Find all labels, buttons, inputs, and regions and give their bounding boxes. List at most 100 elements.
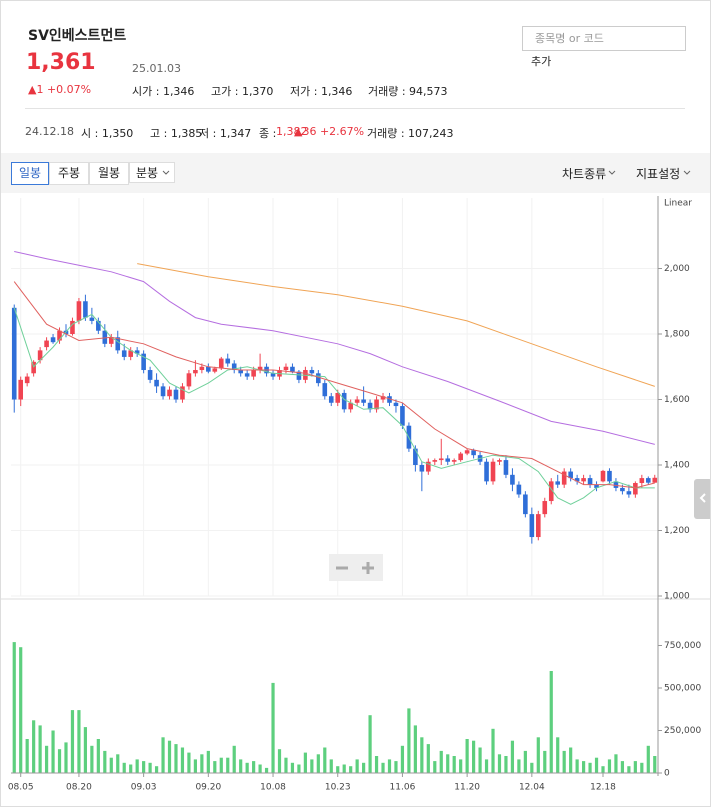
zoom-icons (336, 562, 374, 574)
volume-bar (362, 762, 366, 773)
candle-body (24, 376, 30, 384)
volume-bar (426, 744, 430, 773)
side-tab-icon (699, 493, 706, 503)
x-tick-label: 11.20 (454, 783, 480, 793)
y-tick-label: 500,000 (664, 684, 701, 694)
volume-bar (226, 757, 230, 773)
volume-bar (407, 708, 411, 773)
add-button[interactable]: 추가 (531, 55, 552, 68)
volume-bar (70, 710, 75, 773)
volume-bar (368, 715, 372, 773)
tab-active[interactable]: 일봉 (11, 162, 49, 185)
candle-body (238, 370, 243, 374)
candle-body (458, 453, 463, 461)
volume-bar (517, 759, 521, 773)
candle-body (83, 301, 88, 318)
volume-bar (206, 750, 210, 773)
candle-body (18, 379, 24, 400)
volume-bar (478, 747, 482, 773)
volume-bar (530, 762, 534, 773)
y-tick-label: 1,600 (664, 395, 690, 405)
volume-bar (90, 745, 94, 773)
candle-body (257, 366, 263, 371)
moving-average (13, 307, 655, 505)
candle-body (115, 337, 121, 351)
volume-bar (588, 762, 592, 773)
volume-bar (103, 750, 107, 773)
volume-bar (12, 642, 16, 773)
candle-body (652, 477, 658, 483)
volume-bar (607, 759, 612, 773)
y-tick-label: 0 (664, 769, 670, 779)
volume-bar (109, 757, 113, 773)
candle-body (367, 402, 373, 410)
candle-body (587, 478, 593, 485)
candle-body (76, 301, 82, 321)
moving-average (137, 263, 655, 387)
tab[interactable]: 분봉 (129, 162, 175, 183)
x-tick-label: 11.06 (390, 783, 416, 793)
volume-bar (400, 745, 405, 773)
search-input[interactable]: 종목명 or 코드 (522, 26, 686, 51)
candle-body (464, 450, 470, 454)
candle-body (154, 379, 159, 387)
candle-body (387, 396, 392, 403)
candle-body (516, 484, 522, 495)
candle-body (490, 461, 496, 482)
scale-label: Linear (664, 199, 692, 209)
candle-body (542, 501, 548, 515)
candle-body (561, 471, 567, 485)
menu[interactable]: 지표설정 (636, 167, 681, 181)
x-tick-label: 08.05 (8, 783, 34, 793)
candle-body (160, 386, 166, 397)
candle-body (574, 478, 580, 482)
volume-bar (252, 761, 256, 773)
x-tick-label: 08.20 (66, 783, 92, 793)
candle-body (594, 484, 599, 488)
trade-item: 저 : 1,347 (199, 127, 252, 140)
moving-average (13, 281, 655, 489)
volume-bar (122, 762, 126, 773)
stat: 고가 : 1,370 (211, 85, 274, 98)
volume-bar (142, 761, 146, 773)
candle-body (503, 460, 509, 475)
volume-bar (523, 750, 527, 773)
tab[interactable]: 주봉 (49, 162, 89, 185)
volume-bar (472, 740, 476, 773)
tab[interactable]: 월봉 (89, 162, 129, 185)
stat: 거래량 : 94,573 (368, 85, 448, 98)
volume-bar (167, 740, 172, 773)
volume-bar (413, 725, 417, 773)
volume-bar (264, 767, 269, 773)
candle-body (548, 481, 554, 502)
candle-body (510, 474, 515, 485)
volume-bar (433, 761, 437, 773)
volume-bar (355, 759, 359, 773)
chevrons (162, 170, 691, 175)
menu[interactable]: 차트종류 (562, 167, 607, 181)
volume-bar (381, 762, 385, 773)
candle-body (212, 368, 218, 372)
volume-bar (549, 671, 553, 773)
candle-body (37, 350, 43, 361)
divider (25, 108, 685, 109)
volume-bar (44, 745, 49, 773)
candle-body (283, 366, 289, 371)
candle-body (89, 317, 95, 321)
volume-bar (562, 750, 566, 773)
candle-body (335, 392, 341, 403)
candle-body (413, 448, 418, 465)
candle-body (193, 370, 198, 374)
volume-bar (310, 759, 314, 773)
candle-body (536, 514, 541, 538)
trade-item: 고 : 1,385 (150, 127, 203, 140)
volume-bar (96, 739, 100, 773)
volume-bar (556, 737, 560, 773)
volume-bar (575, 759, 579, 773)
volume-bar (174, 744, 178, 773)
volume-bar (484, 759, 489, 773)
volume-bar (154, 766, 159, 773)
volume-bar (594, 757, 599, 773)
volume-bar (32, 720, 36, 773)
